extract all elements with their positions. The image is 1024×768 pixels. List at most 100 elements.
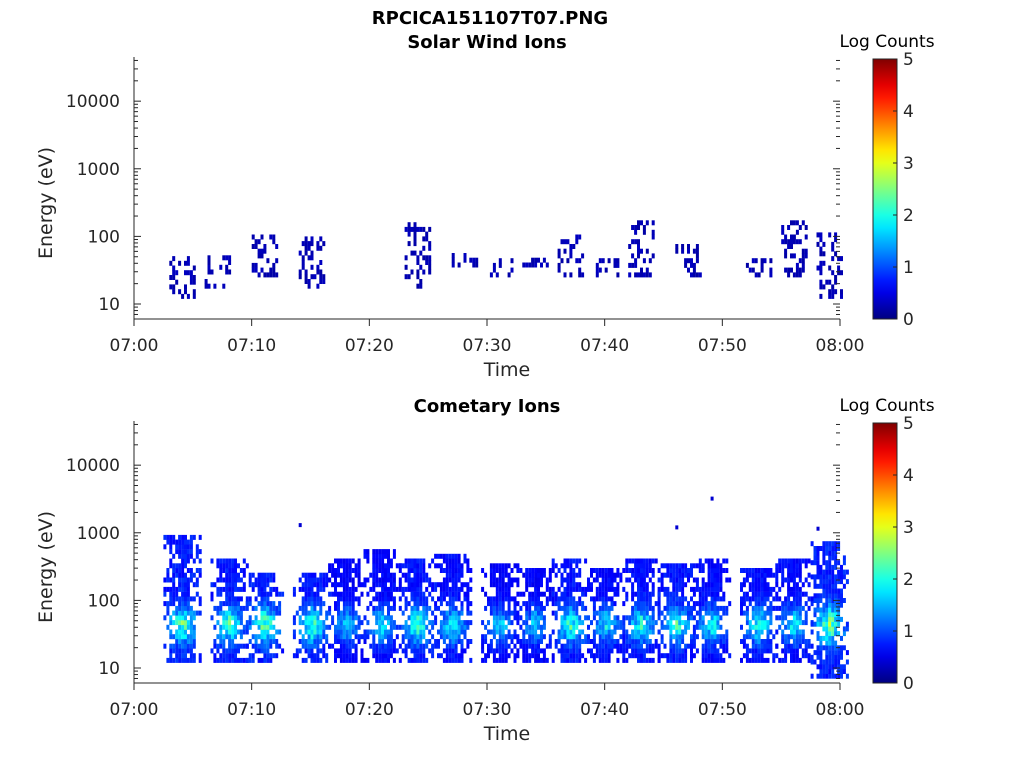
spectrogram-cell (816, 555, 820, 561)
spectrogram-cell (431, 558, 435, 564)
spectrogram-cell (825, 560, 829, 566)
spectrogram-cell (345, 568, 349, 573)
spectrogram-cell (319, 260, 323, 265)
spectrogram-cell (231, 634, 235, 640)
spectrogram-cell (481, 620, 485, 626)
spectrogram-cell (804, 620, 808, 626)
spectrogram-cell (525, 629, 529, 635)
spectrogram-cell (587, 582, 590, 588)
spectrogram-cell (219, 563, 223, 569)
spectrogram-cell (684, 648, 688, 654)
spectrogram-cell (745, 596, 749, 602)
spectrogram-cell (787, 239, 791, 245)
spectrogram-cell (216, 620, 220, 626)
spectrogram-cell (448, 624, 452, 630)
spectrogram-cell (748, 620, 752, 626)
spectrogram-cell (281, 591, 285, 597)
spectrogram-cell (269, 267, 273, 273)
spectrogram-cell (307, 610, 311, 616)
spectrogram-cell (819, 593, 823, 599)
y-tick-label: 10 (98, 659, 120, 679)
spectrogram-cell (825, 640, 829, 646)
spectrogram-cell (675, 615, 679, 621)
spectrogram-cell (595, 577, 599, 583)
spectrogram-cell (457, 634, 461, 640)
spectrogram-cell (834, 607, 838, 613)
spectrogram-cell (748, 624, 752, 630)
spectrogram-cell (228, 596, 232, 602)
spectrogram-cell (181, 549, 185, 555)
spectrogram-cell (795, 586, 799, 592)
spectrogram-cell (754, 586, 758, 592)
spectrogram-cell (248, 653, 252, 659)
spectrogram-cell (828, 616, 832, 622)
spectrogram-cell (413, 653, 417, 659)
spectrogram-cell (181, 572, 185, 578)
spectrogram-cell (760, 577, 764, 583)
spectrogram-cell (831, 241, 835, 247)
spectrogram-cell (213, 657, 217, 663)
spectrogram-cell (495, 648, 499, 654)
spectrogram-cell (557, 629, 561, 635)
spectrogram-cell (681, 582, 685, 588)
spectrogram-cell (572, 596, 576, 602)
spectrogram-cell (610, 643, 614, 649)
spectrogram-cell (407, 582, 411, 588)
spectrogram-cell (822, 579, 826, 585)
spectrogram-cell (834, 640, 838, 646)
spectrogram-cell (169, 615, 173, 621)
spectrogram-cell (834, 579, 838, 585)
spectrogram-cell (266, 610, 270, 616)
spectrogram-cell (572, 639, 576, 644)
spectrogram-cell (769, 629, 773, 635)
spectrogram-cell (445, 615, 449, 621)
spectrogram-cell (648, 620, 652, 626)
spectrogram-cell (569, 244, 573, 249)
spectrogram-cell (637, 248, 640, 254)
spectrogram-cell (566, 586, 570, 592)
spectrogram-cell (831, 593, 835, 599)
spectrogram-cell (831, 635, 835, 641)
spectrogram-cell (698, 591, 702, 597)
spectrogram-cell (840, 579, 843, 585)
spectrogram-cell (769, 610, 773, 616)
spectrogram-cell (378, 596, 382, 602)
spectrogram-cell (275, 653, 279, 659)
spectrogram-cell (348, 624, 352, 630)
spectrogram-cell (566, 648, 570, 654)
spectrogram-cell (492, 582, 496, 588)
spectrogram-cell (481, 657, 485, 663)
spectrogram-cell (363, 582, 367, 588)
spectrogram-cell (186, 270, 190, 276)
spectrogram-cell (798, 657, 802, 663)
spectrogram-cell (445, 586, 449, 592)
spectrogram-cell (845, 579, 849, 585)
spectrogram-cell (198, 558, 202, 564)
spectrogram-cell (704, 629, 708, 635)
spectrogram-cell (316, 591, 320, 597)
spectrogram-cell (416, 657, 420, 663)
spectrogram-cell (292, 629, 296, 635)
spectrogram-cell (619, 620, 623, 626)
spectrogram-cell (781, 229, 785, 235)
spectrogram-cell (169, 648, 173, 654)
spectrogram-cell (272, 234, 276, 240)
spectrogram-cell (687, 244, 690, 249)
spectrogram-cell (713, 653, 717, 659)
spectrogram-cell (387, 563, 390, 569)
spectrogram-cell (272, 601, 276, 607)
spectrogram-cell (754, 639, 758, 644)
spectrogram-cell (425, 643, 429, 649)
spectrogram-cell (669, 634, 673, 640)
spectrogram-cell (342, 601, 346, 607)
spectrogram-cell (181, 634, 185, 640)
spectrogram-cell (742, 653, 746, 659)
spectrogram-cell (186, 586, 190, 592)
spectrogram-cell (631, 653, 635, 659)
spectrogram-cell (637, 624, 640, 630)
spectrogram-cell (713, 596, 717, 602)
spectrogram-cell (213, 582, 217, 588)
spectrogram-cell (672, 582, 676, 588)
spectrogram-cell (372, 586, 376, 592)
spectrogram-cell (631, 586, 635, 592)
